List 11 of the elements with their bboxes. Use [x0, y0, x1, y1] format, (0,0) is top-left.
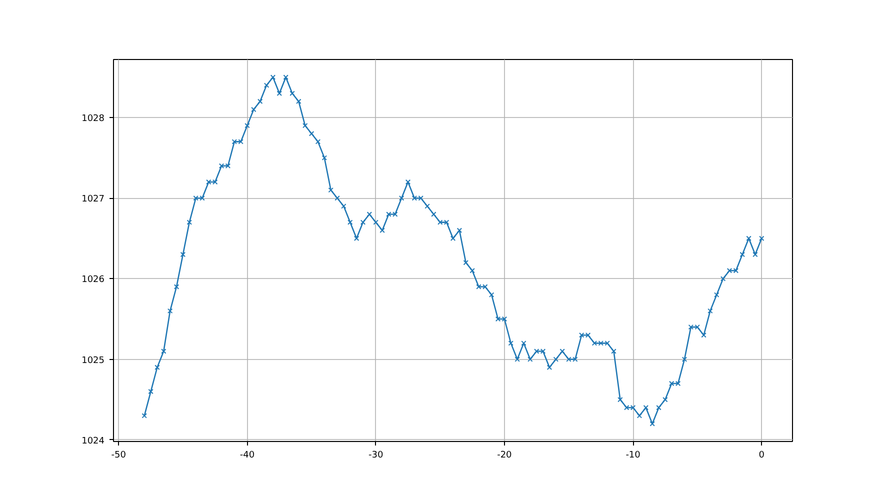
y-tick-label: 1028	[82, 114, 105, 124]
y-tick-label: 1026	[82, 275, 105, 286]
x-tick-label: -30	[368, 450, 384, 460]
y-tick-label: 1027	[82, 194, 104, 205]
y-tick-label: 1024	[82, 436, 105, 446]
x-tick-label: -50	[111, 450, 126, 460]
x-tick-label: 0	[758, 450, 765, 460]
y-tick-label: 1025	[82, 356, 104, 366]
x-tick-label: -10	[626, 450, 641, 460]
x-tick-label: -20	[497, 450, 512, 460]
x-tick-label: -40	[240, 450, 255, 460]
